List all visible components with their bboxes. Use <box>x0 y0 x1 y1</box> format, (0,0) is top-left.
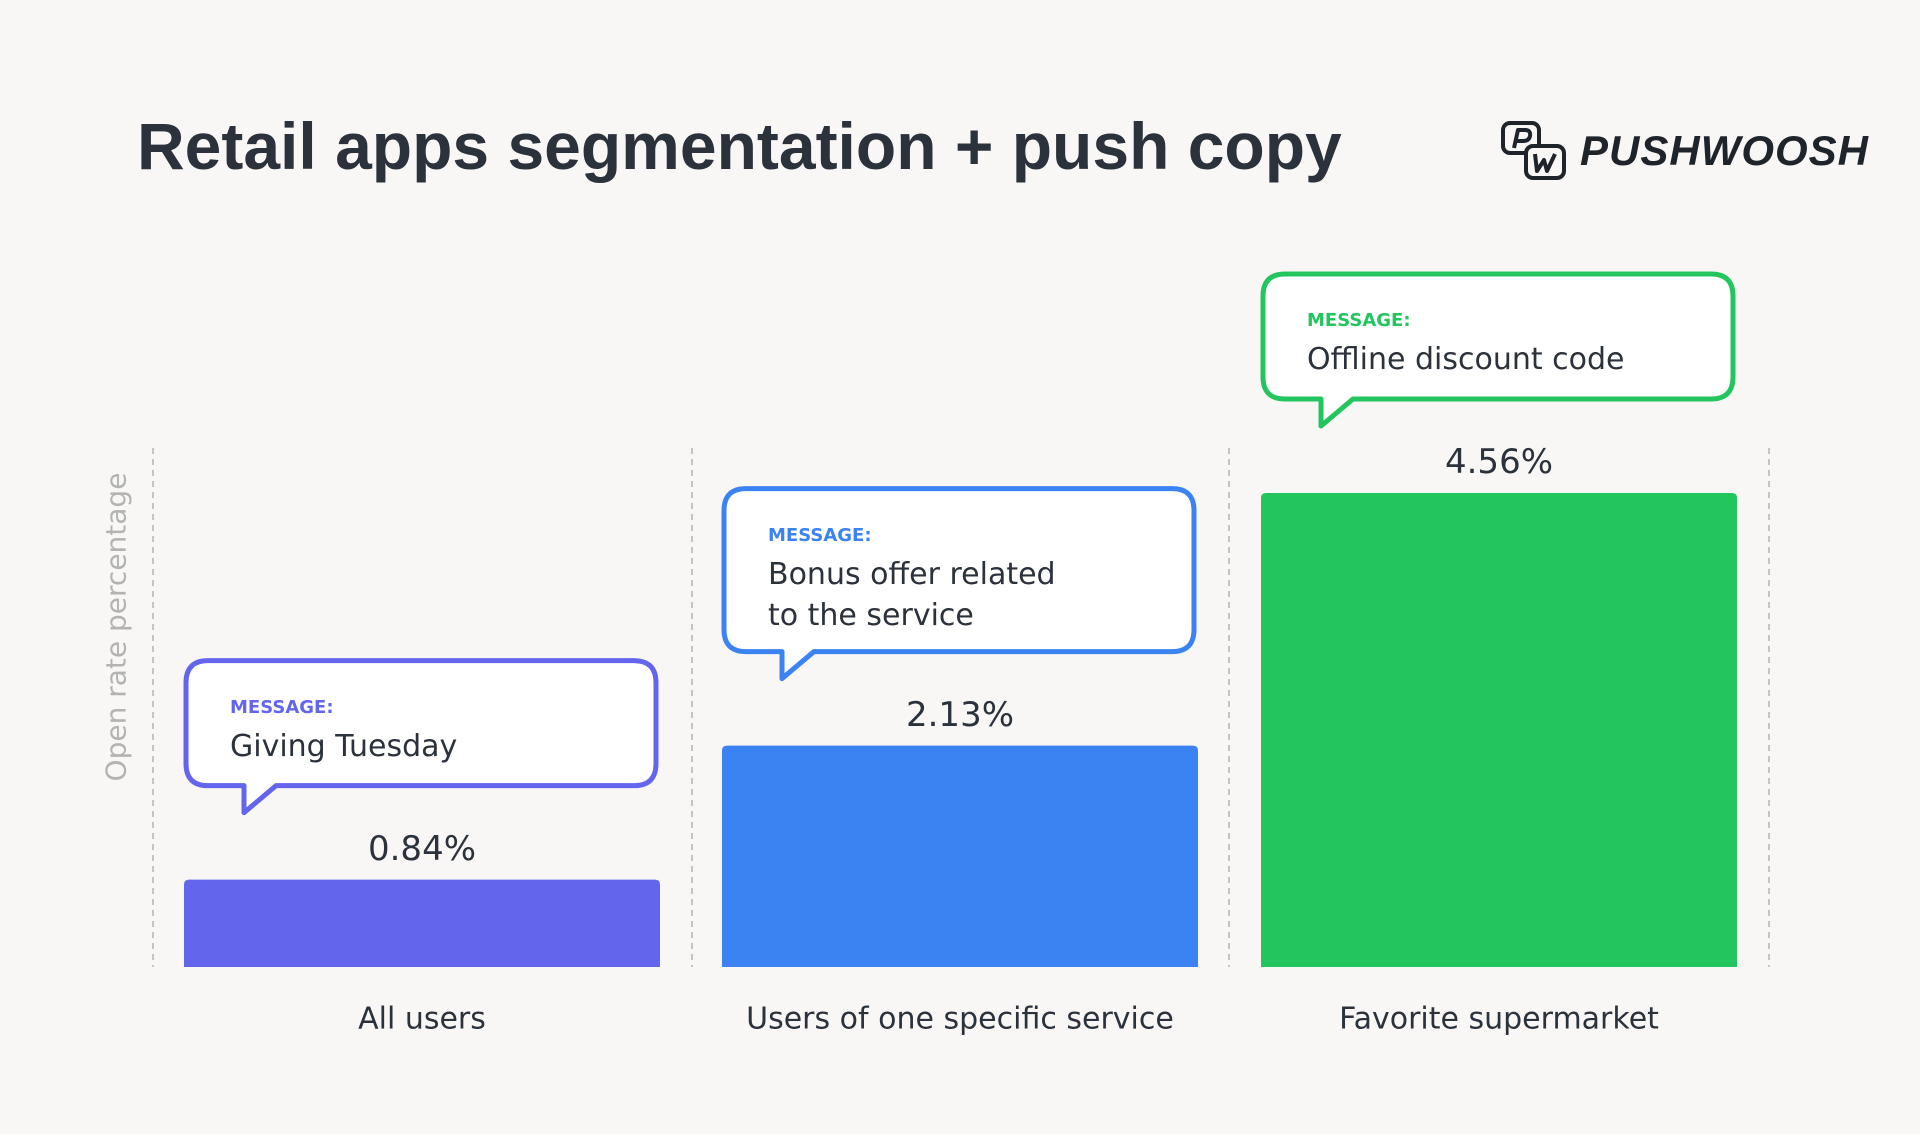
message-bubble <box>1260 271 1736 429</box>
value-label: 2.13% <box>905 694 1015 735</box>
message-label: MESSAGE: <box>768 524 872 546</box>
pushwoosh-logo-icon <box>1501 121 1566 180</box>
message-text: to the service <box>768 597 974 633</box>
value-label: 4.56% <box>1444 442 1554 482</box>
chart-title: Retail apps segmentation + push copy <box>137 109 1342 183</box>
message-annotation: MESSAGE: Giving Tuesday <box>186 661 656 767</box>
message-bubble <box>721 486 1197 682</box>
bar-1 <box>184 879 660 967</box>
category-label: Favorite supermarket <box>1339 1001 1659 1037</box>
message-text: Giving Tuesday <box>230 728 458 764</box>
message-annotation: MESSAGE: Offline discount code <box>1263 274 1733 380</box>
message-text: Offline discount code <box>1307 342 1625 377</box>
message-label: MESSAGE: <box>1307 310 1411 331</box>
message-label: MESSAGE: <box>230 696 334 718</box>
message-bubble <box>183 658 659 816</box>
category-label: Users of one specific service <box>746 1001 1174 1037</box>
bar-3 <box>1261 493 1737 967</box>
category-label: All users <box>358 1001 486 1037</box>
message-annotation: MESSAGE: Bonus offer related to the servic… <box>724 489 1194 636</box>
pushwoosh-logo: PUSHWOOSH <box>1500 120 1869 182</box>
logo-wordmark: PUSHWOOSH <box>1580 127 1870 174</box>
message-text: Bonus offer related <box>768 556 1056 592</box>
bar-2 <box>722 745 1198 967</box>
value-label: 0.84% <box>367 828 477 869</box>
